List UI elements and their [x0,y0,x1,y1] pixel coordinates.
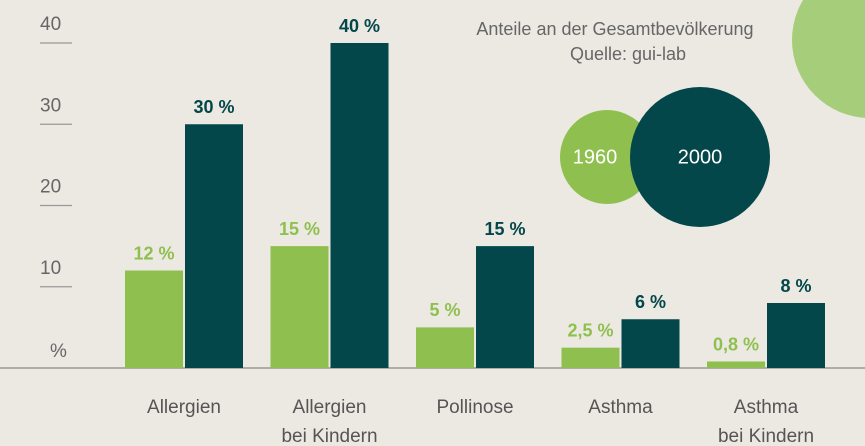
bar [476,246,534,368]
x-tick-label: bei Kindern [281,426,377,446]
bar [270,246,329,368]
decoration [792,0,865,118]
y-tick-label: 40 [40,14,61,35]
value-label: 30 % [193,97,234,117]
value-label: 40 % [339,16,380,36]
value-label: 2,5 % [567,320,613,340]
annotation: Anteile an der Gesamtbevölkerung [476,19,753,39]
legend-label: 1960 [573,146,618,168]
value-label: 6 % [635,292,666,312]
x-tick-label: Asthma [734,397,799,418]
y-tick-label: 30 [40,95,61,116]
x-tick-label: Pollinose [436,397,513,418]
legend-swatch [560,110,654,204]
bar [125,270,183,368]
y-tick-label: 10 [40,258,61,279]
value-label: 15 % [484,219,525,239]
value-label: 15 % [279,219,320,239]
bar [561,347,620,368]
bar [185,124,243,368]
bar [707,361,765,368]
value-label: 5 % [429,300,460,320]
annotation: Quelle: gui-lab [570,44,686,64]
value-label: 8 % [780,276,811,296]
bar [621,319,680,368]
value-label: 0,8 % [713,334,759,354]
value-label: 12 % [133,243,174,263]
x-tick-label: bei Kindern [718,426,814,446]
x-tick-label: Allergien [293,397,367,418]
bar [416,327,474,368]
bar [330,43,389,368]
legend-label: 2000 [678,146,723,168]
y-axis-label: % [50,341,67,362]
x-tick-label: Allergien [147,397,221,418]
legend-swatch [630,87,770,227]
bar [767,303,825,368]
y-tick-label: 20 [40,177,61,198]
x-tick-label: Asthma [588,397,653,418]
